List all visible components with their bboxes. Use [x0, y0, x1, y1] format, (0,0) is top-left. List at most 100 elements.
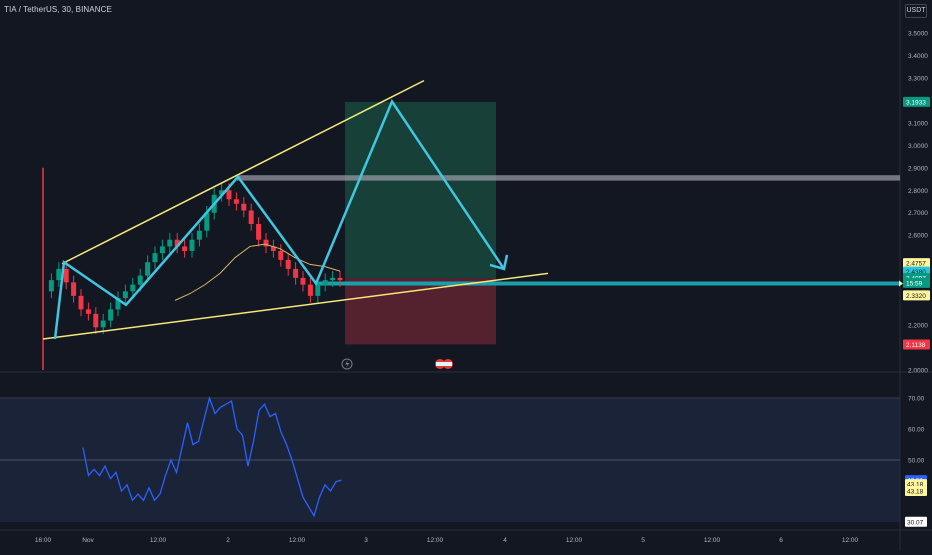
- candle: [78, 295, 84, 310]
- rsi-line: [82, 395, 342, 518]
- candle: [48, 280, 54, 292]
- price-badge-bg: [903, 339, 930, 350]
- price-axis-badges: 3.19332.47572.43802.409715:592.33202.113…: [899, 96, 930, 350]
- price-badge-label: 15:59: [906, 280, 923, 287]
- candle: [270, 246, 276, 251]
- currency-button[interactable]: USDT: [905, 4, 927, 18]
- price-tick-label: 2.9000: [908, 165, 928, 172]
- time-tick-label: 2: [226, 537, 230, 544]
- price-tick-label: 2.7000: [908, 210, 928, 217]
- price-badge-label: 2.4757: [906, 261, 926, 268]
- rsi-tick-label: 60.00: [908, 427, 925, 434]
- candle: [122, 291, 128, 299]
- price-tick-label: 3.4000: [908, 53, 928, 60]
- price-badge: 15:59: [903, 277, 930, 288]
- price-tick-label: 3.1000: [908, 120, 928, 127]
- channel-lower-line[interactable]: [42, 272, 549, 340]
- candle: [93, 313, 99, 328]
- price-tick-label: 2.8000: [908, 188, 928, 195]
- candle: [189, 239, 195, 251]
- candle: [226, 190, 232, 200]
- resistance-zone[interactable]: [237, 175, 900, 181]
- price-candles: [42, 167, 343, 371]
- rsi-tick-label: 70.00: [908, 396, 925, 403]
- flash-event-icon[interactable]: [341, 358, 353, 370]
- candle: [293, 268, 299, 278]
- candle: [330, 277, 336, 281]
- price-badge: 2.1138: [903, 339, 930, 350]
- rsi-tick-label: 50.00: [908, 458, 925, 465]
- candle: [71, 282, 77, 296]
- candle: [263, 239, 269, 247]
- candle: [300, 277, 306, 285]
- candle: [219, 190, 225, 195]
- chart-title: TIA / TetherUS, 30, BINANCE: [4, 5, 112, 14]
- rsi-axis[interactable]: 70.00 60.00 50.00: [908, 396, 925, 465]
- time-tick-label: 5: [641, 537, 645, 544]
- candle: [204, 212, 210, 231]
- price-tick-label: 2.6000: [908, 233, 928, 240]
- candle: [174, 239, 180, 247]
- channel-upper-line[interactable]: [61, 79, 425, 265]
- price-badge-label: 2.4380: [906, 269, 926, 276]
- news-event-icon[interactable]: [435, 359, 453, 369]
- candle: [145, 262, 151, 276]
- price-badge-bg: [903, 258, 930, 269]
- candle: [100, 320, 106, 328]
- candle: [315, 284, 321, 296]
- time-tick-label: 12:00: [566, 537, 583, 544]
- price-badge-label: 3.1933: [906, 99, 926, 106]
- candle: [63, 268, 69, 283]
- time-tick-label: 6: [779, 537, 783, 544]
- price-badge: 2.3320: [903, 290, 930, 301]
- candle: [337, 277, 343, 281]
- candle: [196, 230, 202, 240]
- time-axis[interactable]: 16:00 Nov 12:00 2 12:00 3 12:00 4 12:00 5 12:00 6 12…: [35, 537, 859, 544]
- price-badge-bg: [903, 290, 930, 301]
- candle: [108, 309, 114, 321]
- projection-zigzag[interactable]: [53, 98, 506, 340]
- candle: [85, 309, 91, 314]
- candle: [152, 253, 158, 263]
- time-tick-label: 12:00: [427, 537, 444, 544]
- time-tick-label: Nov: [82, 537, 94, 544]
- price-tick-label: 3.3000: [908, 75, 928, 82]
- time-tick-label: 3: [364, 537, 368, 544]
- price-tick-label: 3.0000: [908, 143, 928, 150]
- candle: [233, 199, 239, 204]
- rsi-badge: 43.18: [905, 486, 927, 496]
- support-line-axis-marker: [899, 280, 903, 287]
- price-tick-label: 2.2000: [908, 323, 928, 330]
- price-axis[interactable]: 3.5000 3.4000 3.3000 3.1000 3.0000 2.9000 2.80…: [908, 31, 928, 375]
- candle: [130, 284, 136, 292]
- rsi-badge: 30.07: [905, 516, 927, 527]
- rsi-badge-label: 30.07: [907, 519, 924, 526]
- time-tick-label: 12:00: [150, 537, 167, 544]
- price-badge-bg: [903, 277, 930, 288]
- long-position-target-zone[interactable]: [345, 101, 496, 278]
- price-badge: 2.4757: [903, 258, 930, 269]
- time-tick-label: 4: [503, 537, 507, 544]
- candle: [56, 268, 62, 281]
- candle: [307, 284, 313, 296]
- price-badge-label: 2.1138: [906, 342, 926, 349]
- rsi-badge-label: 43.18: [907, 489, 924, 496]
- price-badge-label: 2.3320: [906, 293, 926, 300]
- rsi-badge-bg: [905, 516, 927, 527]
- projection-arrowhead: [489, 254, 509, 271]
- rsi-badge-bg: [905, 486, 927, 496]
- time-tick-label: 12:00: [704, 537, 721, 544]
- candle: [256, 223, 262, 240]
- time-tick-label: 12:00: [289, 537, 306, 544]
- candle: [167, 239, 173, 247]
- price-badge: 3.1933: [903, 96, 930, 107]
- candle: [159, 246, 165, 254]
- long-position-stop-zone[interactable]: [345, 277, 496, 345]
- rsi-badge-label: 43.18: [907, 482, 924, 489]
- candle: [241, 203, 247, 211]
- time-tick-label: 12:00: [842, 537, 859, 544]
- candle: [115, 298, 121, 310]
